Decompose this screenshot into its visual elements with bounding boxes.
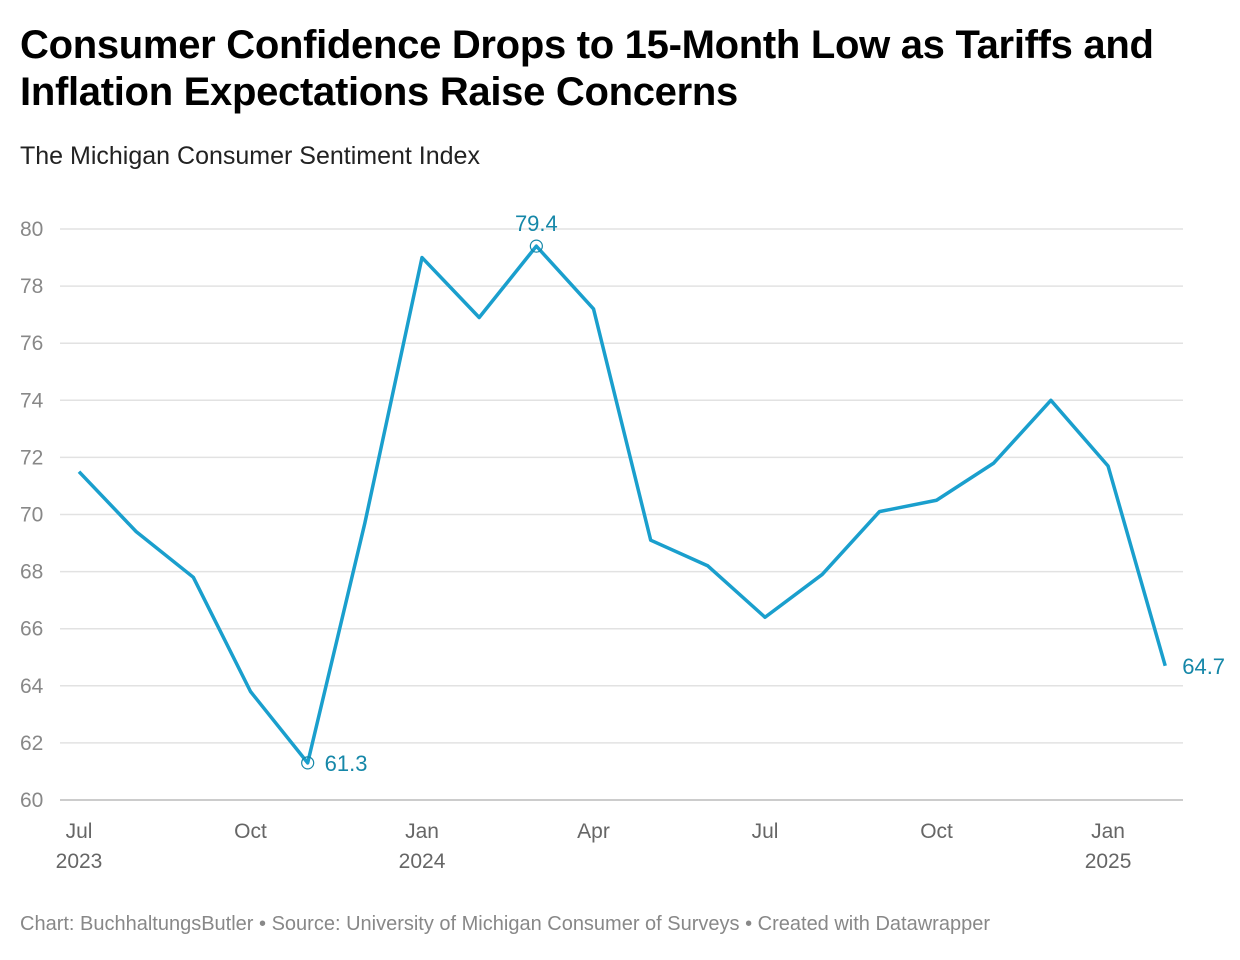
y-tick-label: 78	[20, 275, 43, 298]
line-chart: 60 62 64 66 68 70 72 74 76 78 80 Jul 2023 Oct Jan 2024 A…	[20, 211, 1225, 873]
series-line	[77, 244, 1167, 765]
y-tick-label: 72	[20, 446, 43, 469]
y-tick-label: 64	[20, 675, 44, 698]
annotation-label: 61.3	[325, 751, 368, 776]
x-tick-label: Apr	[577, 820, 610, 843]
y-tick-label: 62	[20, 732, 43, 755]
chart-title: Consumer Confidence Drops to 15-Month Lo…	[20, 23, 1154, 114]
y-tick-label: 68	[20, 561, 43, 584]
annotation-label: 79.4	[515, 211, 558, 236]
x-tick-label: Oct	[920, 820, 953, 843]
x-tick-year: 2024	[399, 850, 446, 873]
x-tick-label: Oct	[234, 820, 267, 843]
x-tick-year: 2025	[1085, 850, 1132, 873]
y-tick-label: 66	[20, 618, 43, 641]
x-tick-label: Jul	[752, 820, 779, 843]
x-tick-label: Jan	[405, 820, 439, 843]
annotation-label: 64.7	[1182, 654, 1225, 679]
y-tick-label: 76	[20, 332, 43, 355]
x-tick-label: Jan	[1091, 820, 1125, 843]
x-tick-year: 2023	[56, 850, 103, 873]
annotation-marker	[301, 756, 315, 770]
x-tick-label: Jul	[66, 820, 93, 843]
y-tick-label: 60	[20, 789, 43, 812]
y-tick-label: 70	[20, 504, 43, 527]
y-tick-label: 80	[20, 218, 43, 241]
y-tick-label: 74	[20, 389, 44, 412]
annotation-marker	[529, 239, 543, 253]
chart-subtitle: The Michigan Consumer Sentiment Index	[20, 142, 480, 170]
chart-footer: Chart: BuchhaltungsButler • Source: Univ…	[20, 913, 990, 935]
